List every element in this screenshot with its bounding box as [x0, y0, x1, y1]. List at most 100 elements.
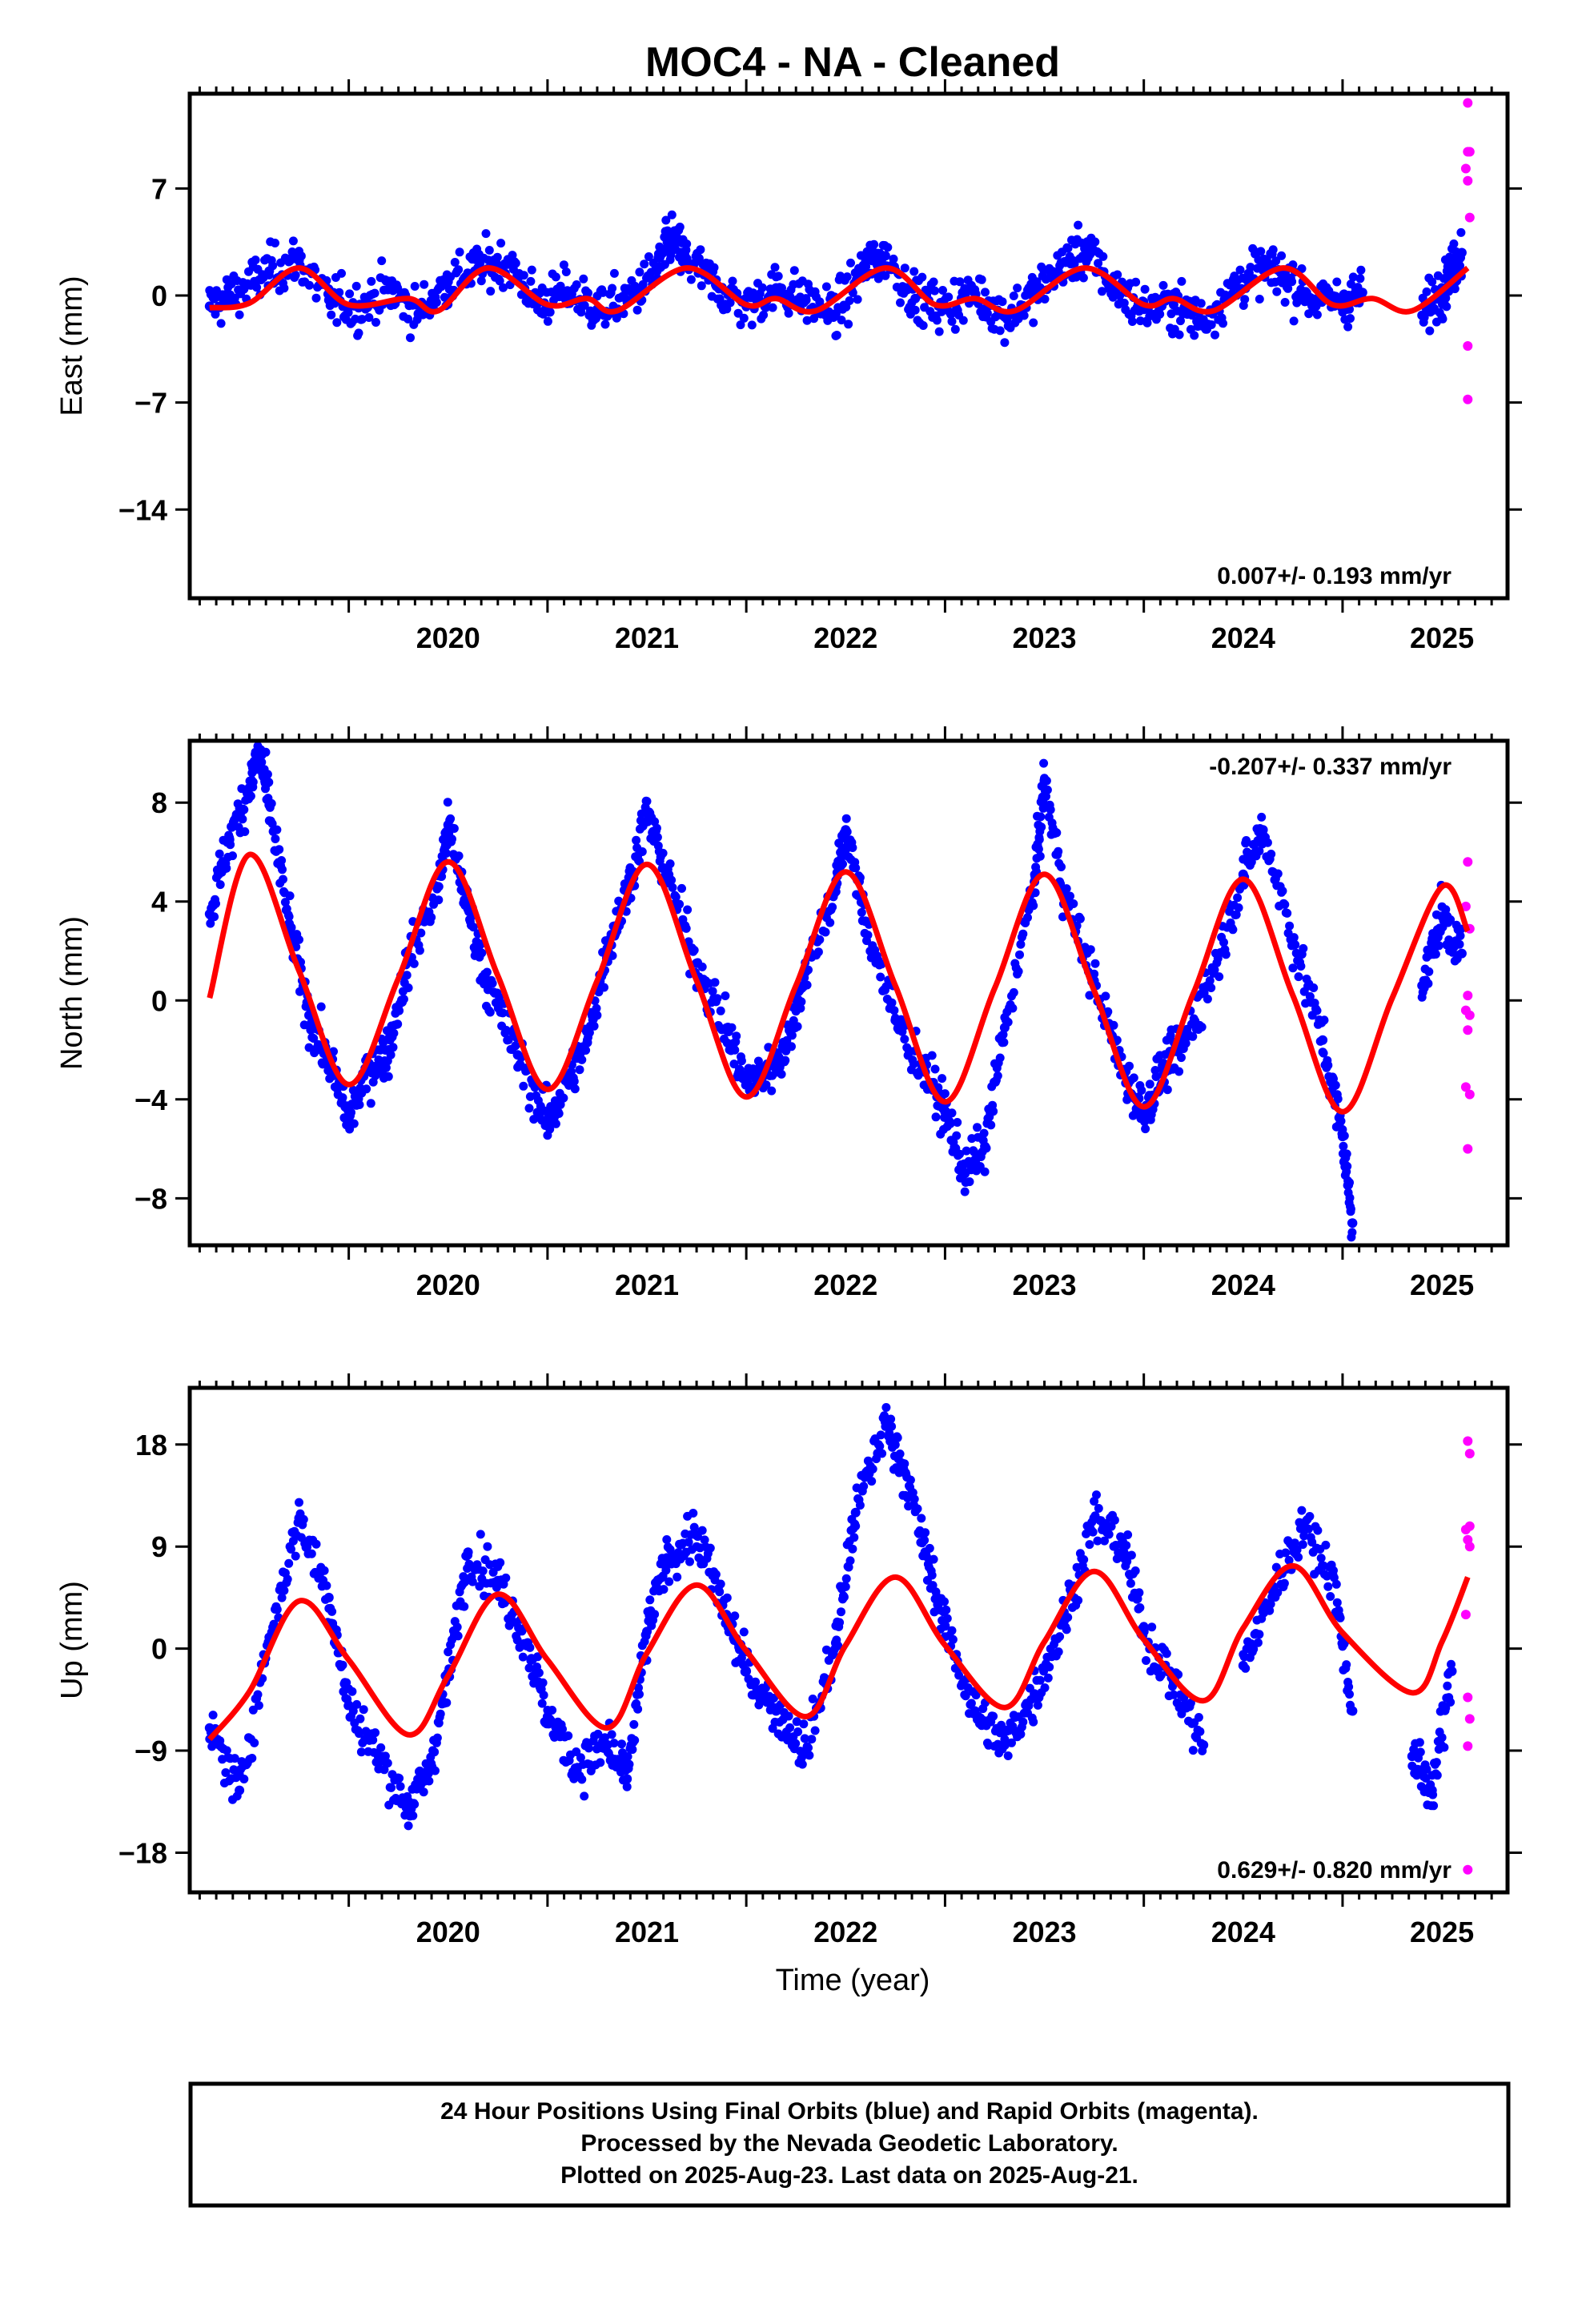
final-orbit-point [661, 869, 672, 879]
rapid-orbit-point [1460, 901, 1471, 911]
figure-title: MOC4 - NA - Cleaned [645, 39, 1060, 86]
final-orbit-point [1307, 295, 1318, 305]
final-orbit-point [890, 1015, 901, 1025]
x-tick-label: 2022 [813, 1269, 877, 1301]
rapid-orbit-point [1463, 341, 1473, 351]
x-tick-label: 2025 [1410, 1269, 1474, 1301]
x-tick-label: 2022 [813, 1916, 877, 1948]
x-tick-label: 2020 [416, 1916, 480, 1948]
final-orbit-point [1199, 316, 1209, 327]
final-orbit-point [1427, 1785, 1437, 1795]
final-orbit-point [235, 1785, 245, 1795]
final-orbit-point [652, 266, 662, 276]
x-tick-label: 2025 [1410, 621, 1474, 654]
final-orbit-point [1238, 869, 1248, 879]
x-tick-label: 2024 [1211, 621, 1275, 654]
final-orbit-point [1089, 1513, 1099, 1523]
final-orbit-cloud [205, 1403, 1456, 1831]
rapid-orbit-point [1463, 1864, 1473, 1875]
footer-line-1: 24 Hour Positions Using Final Orbits (bl… [440, 2098, 1259, 2125]
final-orbit-point [503, 257, 513, 267]
final-orbit-point [681, 254, 692, 264]
final-orbit-point [642, 807, 652, 818]
final-orbit-point [940, 1621, 950, 1631]
final-orbit-point [741, 1080, 752, 1090]
x-tick-label: 2021 [615, 1269, 679, 1301]
final-orbit-point [294, 255, 304, 266]
rapid-orbit-point [1463, 175, 1473, 186]
rapid-orbit-point [1464, 1449, 1475, 1459]
plot-frame [187, 738, 1510, 1248]
final-orbit-point [1407, 1751, 1417, 1762]
rapid-orbit-point [1464, 1010, 1475, 1020]
final-orbit-point [1030, 1689, 1040, 1699]
final-orbit-point [562, 1077, 572, 1088]
final-orbit-point [1083, 246, 1094, 256]
final-orbit-point [1268, 1586, 1278, 1597]
final-orbit-point [801, 295, 811, 305]
y-tick-label: 4 [151, 886, 167, 919]
final-orbit-point [1178, 1039, 1189, 1050]
final-orbit-point [661, 1553, 672, 1563]
final-orbit-point [771, 283, 781, 293]
final-orbit-point [970, 1706, 980, 1716]
final-orbit-point [413, 308, 424, 319]
y-tick-label: −9 [135, 1735, 167, 1767]
final-orbit-point [771, 1706, 781, 1716]
final-orbit-point [1208, 966, 1219, 976]
y-tick-label: 9 [151, 1530, 167, 1563]
rapid-orbit-point [1464, 147, 1475, 157]
final-orbit-point [1347, 1706, 1358, 1716]
final-orbit-point [1138, 1107, 1149, 1117]
final-orbit-point [1287, 934, 1298, 944]
x-tick-label: 2022 [813, 621, 877, 654]
y-axis-label: East (mm) [55, 275, 89, 416]
final-orbit-point [294, 1513, 304, 1523]
final-orbit-point [1447, 266, 1457, 276]
final-orbit-point [880, 251, 890, 261]
model-fit-line [207, 851, 1471, 1115]
final-orbit-point [622, 1774, 632, 1784]
y-tick-label: −8 [135, 1182, 167, 1215]
final-orbit-point [1337, 1132, 1347, 1142]
final-orbit-point [582, 1037, 592, 1047]
final-orbit-point [404, 1802, 414, 1812]
rapid-orbit-point [1463, 1436, 1473, 1446]
final-orbit-point [1327, 1570, 1338, 1580]
final-orbit-point [562, 286, 572, 296]
rapid-orbit-point [1460, 1610, 1471, 1620]
y-tick-label: −14 [118, 493, 167, 526]
final-orbit-point [841, 825, 851, 835]
final-orbit-point [642, 1626, 652, 1637]
final-orbit-point [284, 919, 295, 929]
final-orbit-point [1039, 775, 1050, 786]
final-orbit-point [254, 746, 264, 756]
final-orbit-point [920, 1547, 930, 1558]
final-orbit-point [940, 1107, 950, 1117]
final-orbit-point [1258, 263, 1268, 273]
rapid-orbit-point [1464, 212, 1475, 223]
y-tick-label: −7 [135, 387, 167, 420]
y-tick-label: 0 [151, 1633, 167, 1666]
final-orbit-point [692, 1530, 702, 1540]
rapid-orbit-point [1463, 1144, 1473, 1154]
final-orbit-point [741, 1666, 752, 1676]
x-tick-label: 2023 [1012, 621, 1076, 654]
final-orbit-point [692, 958, 702, 968]
y-tick-label: 7 [151, 172, 167, 205]
final-orbit-point [910, 293, 921, 304]
rapid-orbit-point [1463, 98, 1473, 108]
x-tick-label: 2023 [1012, 1269, 1076, 1301]
plot-frame [187, 1385, 1510, 1895]
x-tick-label: 2021 [615, 621, 679, 654]
final-orbit-point [999, 1740, 1010, 1750]
final-orbit-point [1417, 980, 1427, 991]
final-orbit-point [572, 1763, 583, 1773]
final-orbit-point [323, 1592, 334, 1602]
final-orbit-point [383, 284, 394, 295]
final-orbit-point [235, 286, 245, 296]
y-tick-label: 0 [151, 279, 167, 312]
final-orbit-point [781, 1042, 791, 1052]
y-axis-label: North (mm) [55, 916, 89, 1070]
